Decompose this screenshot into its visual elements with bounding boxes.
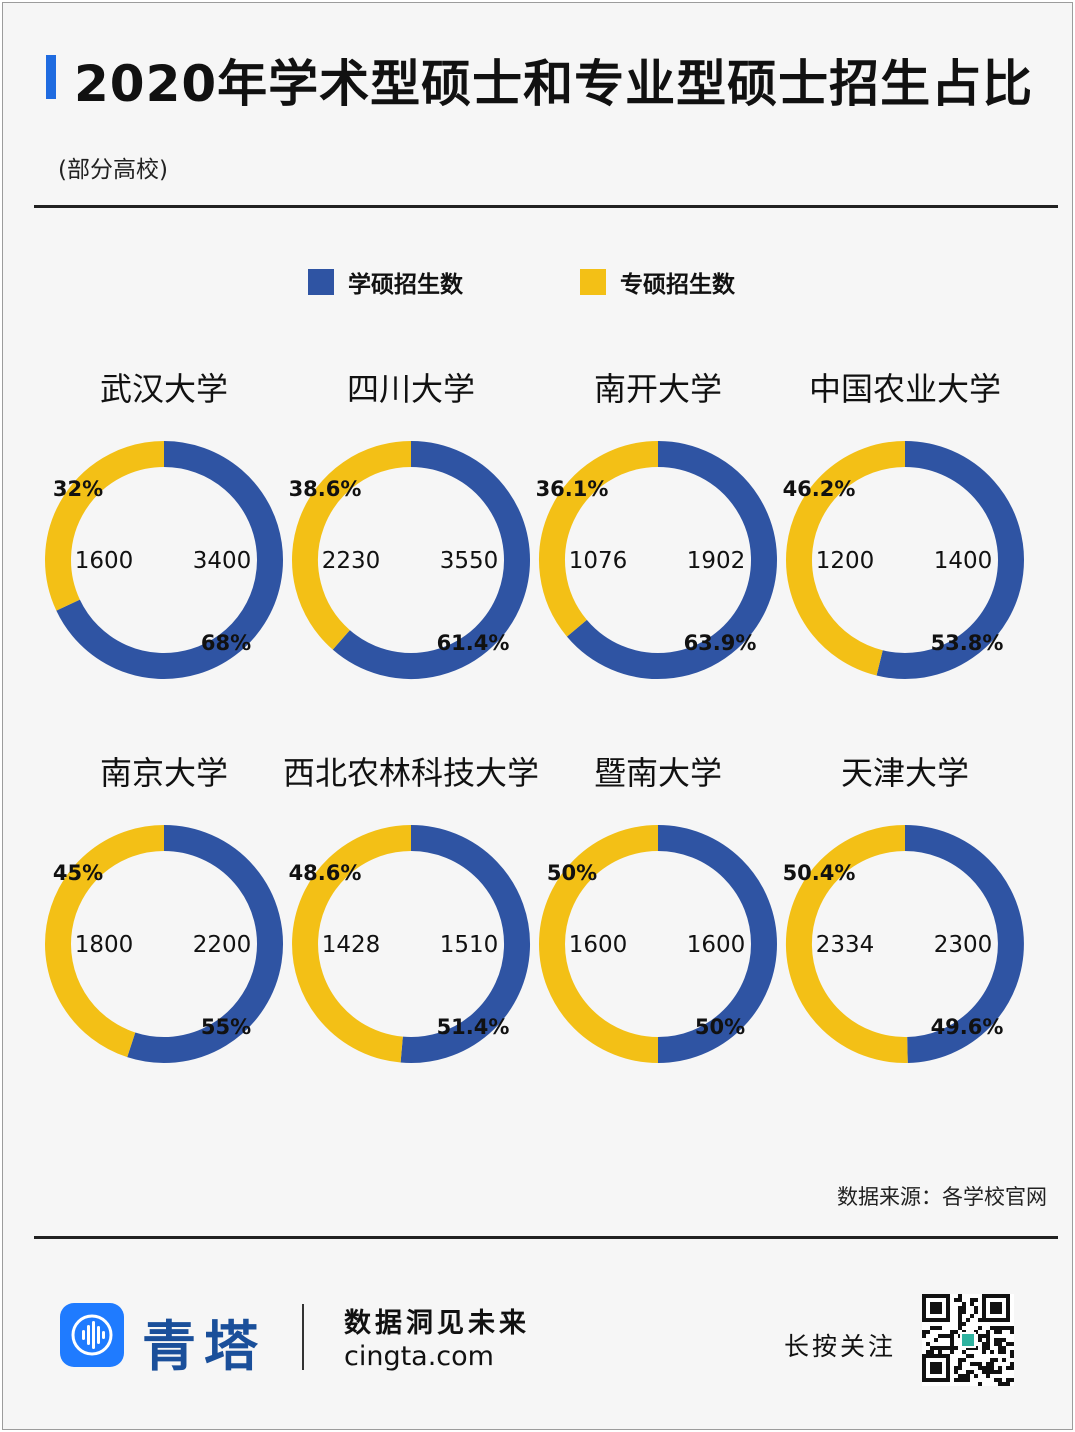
percent-label-academic: 53.8% <box>931 631 1004 655</box>
value-label-professional: 2334 <box>816 932 875 958</box>
percent-label-academic: 61.4% <box>437 631 510 655</box>
donut-chart-8: 天津大学 2334 2300 50.4% 49.6% <box>783 754 1024 1063</box>
slice-academic <box>876 441 1024 679</box>
slice-academic <box>127 825 283 1063</box>
title-accent-bar <box>46 55 56 99</box>
legend-label-professional: 专硕招生数 <box>620 272 735 298</box>
slice-academic <box>904 825 1024 1063</box>
value-label-academic: 1902 <box>687 548 746 574</box>
slice-academic <box>56 441 283 679</box>
chart-title: 武汉大学 <box>100 370 228 408</box>
percent-label-academic: 51.4% <box>437 1015 510 1039</box>
percent-label-academic: 63.9% <box>684 631 757 655</box>
header-divider <box>34 205 1058 208</box>
percent-label-academic: 49.6% <box>931 1015 1004 1039</box>
percent-label-professional: 48.6% <box>289 861 362 885</box>
qr-code-icon[interactable] <box>922 1294 1014 1386</box>
donut-chart-4: 中国农业大学 1200 1400 46.2% 53.8% <box>783 370 1024 679</box>
chart-title: 南开大学 <box>594 370 722 408</box>
legend-item-academic: 学硕招生数 <box>308 265 463 299</box>
slice-academic <box>332 441 530 679</box>
slice-professional <box>45 825 165 1058</box>
percent-label-professional: 46.2% <box>783 477 856 501</box>
footer-divider <box>34 1236 1058 1239</box>
value-label-professional: 1200 <box>816 548 875 574</box>
value-label-professional: 1600 <box>569 932 628 958</box>
brand-slogan: 数据洞见未来 <box>344 1308 530 1339</box>
slice-professional <box>786 441 906 676</box>
slice-professional <box>785 825 908 1063</box>
chart-title: 西北农林科技大学 <box>283 754 539 792</box>
percent-label-professional: 36.1% <box>536 477 609 501</box>
donut-chart-7: 暨南大学 1600 1600 50% 50% <box>539 754 777 1063</box>
donut-chart-6: 西北农林科技大学 1428 1510 48.6% 51.4% <box>283 754 539 1063</box>
chart-title: 天津大学 <box>841 754 969 792</box>
chart-title: 南京大学 <box>100 754 228 792</box>
donut-chart-5: 南京大学 1800 2200 45% 55% <box>45 754 283 1063</box>
slice-professional <box>292 441 412 650</box>
percent-label-professional: 38.6% <box>289 477 362 501</box>
legend-label-academic: 学硕招生数 <box>348 272 463 298</box>
value-label-academic: 3550 <box>440 548 499 574</box>
percent-label-professional: 50.4% <box>783 861 856 885</box>
slice-academic <box>657 825 777 1063</box>
slice-professional <box>539 441 659 637</box>
value-label-academic: 1400 <box>934 548 993 574</box>
percent-label-academic: 55% <box>201 1015 251 1039</box>
donut-chart-1: 武汉大学 1600 3400 32% 68% <box>45 370 283 679</box>
value-label-professional: 1800 <box>75 932 134 958</box>
chart-title: 中国农业大学 <box>809 370 1001 408</box>
slice-professional <box>539 825 659 1063</box>
slice-professional <box>45 441 165 611</box>
percent-label-academic: 50% <box>695 1015 745 1039</box>
value-label-academic: 2200 <box>193 932 252 958</box>
donut-chart-2: 四川大学 2230 3550 38.6% 61.4% <box>289 370 530 679</box>
legend-item-professional: 专硕招生数 <box>580 265 735 299</box>
percent-label-professional: 32% <box>53 477 103 501</box>
data-source: 数据来源：各学校官网 <box>837 1185 1047 1209</box>
value-label-academic: 1600 <box>687 932 746 958</box>
value-label-professional: 1600 <box>75 548 134 574</box>
value-label-academic: 1510 <box>440 932 499 958</box>
percent-label-professional: 50% <box>547 861 597 885</box>
value-label-academic: 3400 <box>193 548 252 574</box>
brand-logo <box>60 1303 124 1367</box>
footer-separator <box>302 1304 304 1370</box>
brand-name: 青塔 <box>142 1314 266 1378</box>
soundwave-icon <box>71 1314 113 1356</box>
donut-chart-3: 南开大学 1076 1902 36.1% 63.9% <box>536 370 777 679</box>
value-label-professional: 1428 <box>322 932 381 958</box>
page-title: 2020年学术型硕士和专业型硕士招生占比 <box>74 55 1034 113</box>
page-subtitle: (部分高校) <box>58 157 168 183</box>
percent-label-academic: 68% <box>201 631 251 655</box>
follow-prompt: 长按关注 <box>784 1332 897 1361</box>
value-label-professional: 1076 <box>569 548 628 574</box>
chart-legend: 学硕招生数 专硕招生数 <box>0 265 1075 299</box>
percent-label-professional: 45% <box>53 861 103 885</box>
chart-title: 暨南大学 <box>594 754 722 792</box>
value-label-professional: 2230 <box>322 548 381 574</box>
value-label-academic: 2300 <box>934 932 993 958</box>
slice-academic <box>566 441 777 679</box>
website-link[interactable]: cingta.com <box>344 1341 494 1372</box>
slice-professional <box>292 825 412 1063</box>
chart-title: 四川大学 <box>347 370 475 408</box>
legend-swatch-professional <box>580 269 606 295</box>
donut-charts: 武汉大学 1600 3400 32% 68% 四川大学 2230 3550 38.6% 61.4%… <box>45 370 1024 1063</box>
slice-academic <box>400 825 530 1063</box>
legend-swatch-academic <box>308 269 334 295</box>
